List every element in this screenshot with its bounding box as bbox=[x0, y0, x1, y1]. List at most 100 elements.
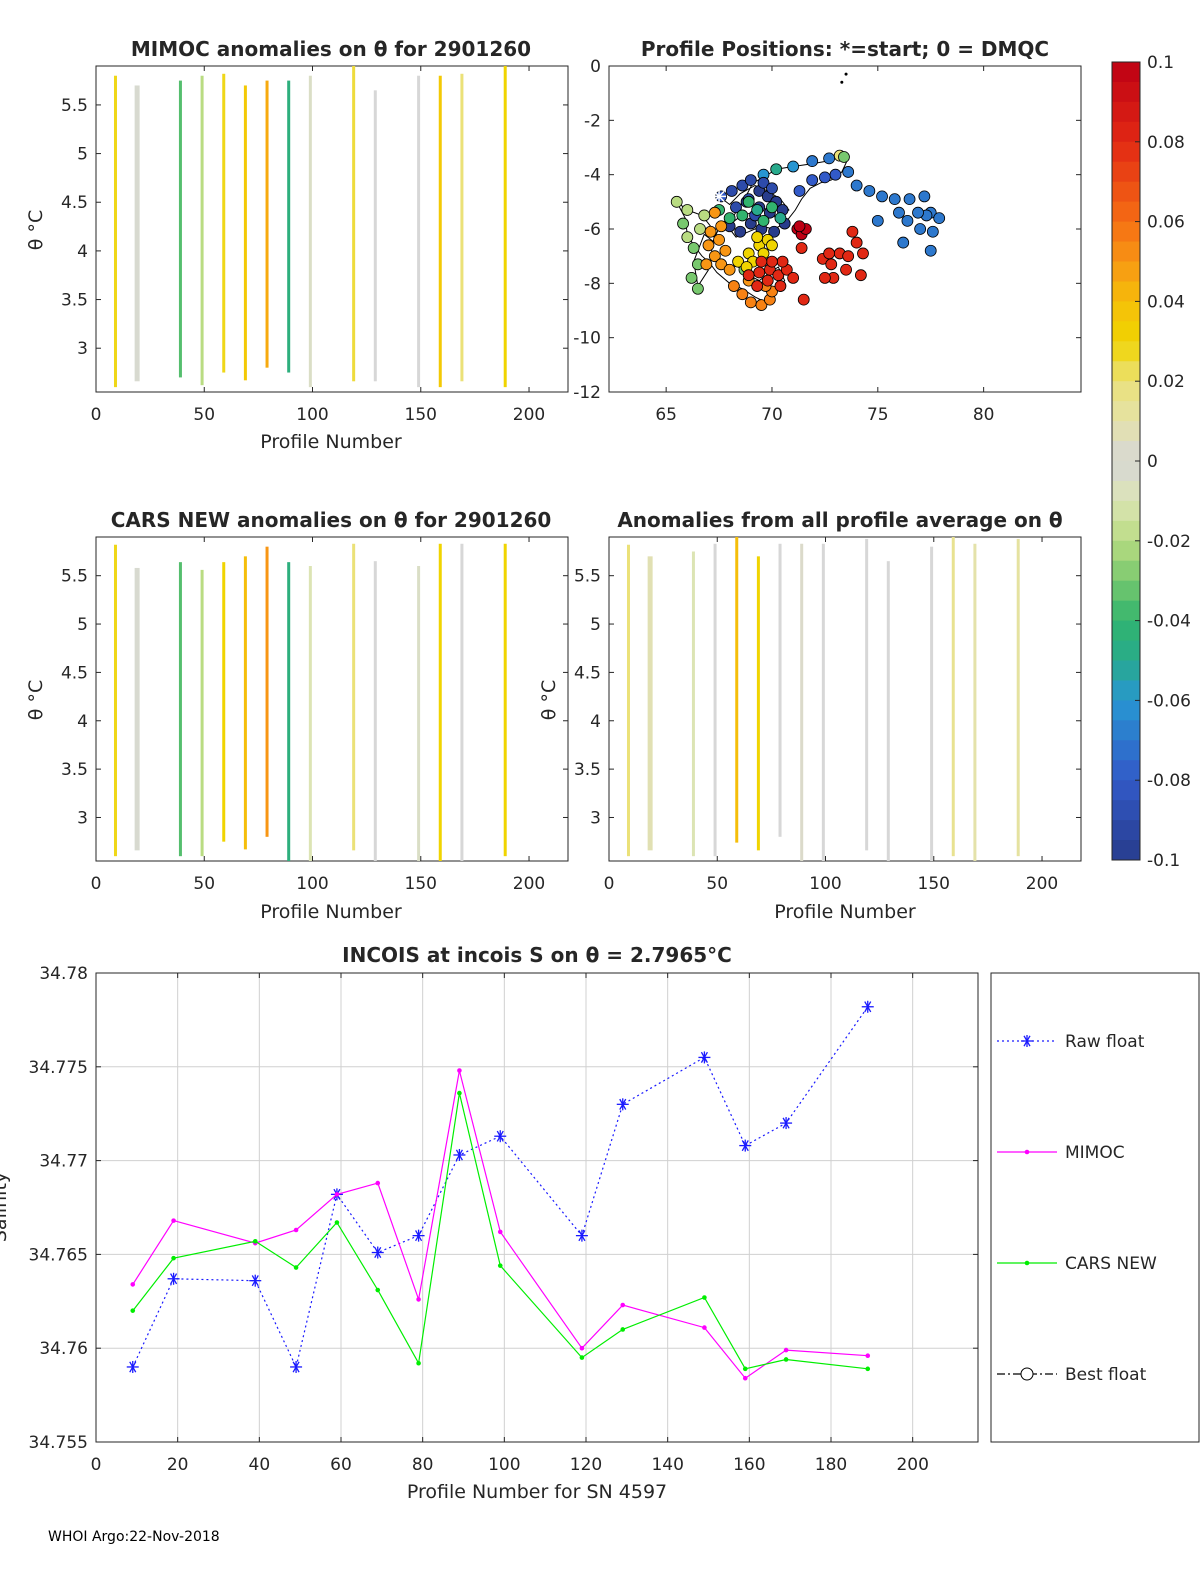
colorbar-segment bbox=[1112, 740, 1140, 761]
x-tick-label: 70 bbox=[761, 405, 783, 425]
incois-legend: Raw float MIMOC CARS NEW Best float bbox=[990, 972, 1200, 1443]
anomaly-column bbox=[243, 85, 247, 381]
panel-mimoc: 0 50 100 150 200 3 3.5 4 4.5 5 5.5 MIMOC anomalie… bbox=[25, 37, 569, 453]
profile-position-point bbox=[850, 179, 863, 192]
profile-position-point bbox=[914, 223, 927, 235]
mimoc-marker bbox=[171, 1218, 176, 1223]
legend-marker-mimoc bbox=[1024, 1149, 1030, 1155]
y-tick-label: 4.5 bbox=[574, 663, 601, 683]
y-tick-label: 34.755 bbox=[29, 1433, 88, 1453]
profile-position-point bbox=[725, 185, 738, 197]
incois-series bbox=[126, 1000, 874, 1381]
profile-position-point bbox=[766, 239, 778, 252]
profile-position-point bbox=[723, 212, 736, 225]
profile-position-point bbox=[787, 160, 800, 173]
colorbar-segment bbox=[1112, 840, 1140, 861]
x-tick-label: 100 bbox=[809, 874, 841, 894]
anomaly-column bbox=[373, 561, 377, 861]
y-tick-label: 5.5 bbox=[61, 567, 88, 587]
profile-position-point bbox=[742, 269, 755, 282]
profile-position-point bbox=[694, 223, 706, 235]
profile-position-point bbox=[702, 239, 715, 252]
profile-position-point bbox=[708, 206, 721, 219]
profile-position-point bbox=[704, 225, 717, 238]
colorbar-segment bbox=[1112, 161, 1140, 183]
legend-label-mimoc: MIMOC bbox=[1065, 1143, 1125, 1163]
profile-position-point bbox=[842, 166, 855, 178]
anomaly-column bbox=[200, 569, 204, 857]
x-tick-label: 65 bbox=[655, 405, 677, 425]
profile-position-point bbox=[857, 247, 869, 260]
colorbar-segment bbox=[1112, 760, 1140, 781]
colorbar-segment bbox=[1112, 640, 1140, 661]
cars-x-ticks: 0 50 100 150 200 bbox=[91, 537, 545, 894]
cars-plot-area bbox=[95, 536, 569, 862]
anomaly-column bbox=[735, 537, 739, 843]
anomaly-column bbox=[460, 73, 464, 382]
y-tick-label: 3 bbox=[77, 808, 88, 828]
profile-position-point bbox=[797, 293, 810, 306]
profile-position-point bbox=[846, 225, 859, 238]
cars-new-marker bbox=[171, 1255, 176, 1261]
positions-points bbox=[670, 72, 946, 311]
y-tick-label: 4.5 bbox=[61, 663, 88, 683]
profile-position-point bbox=[757, 176, 770, 189]
colorbar-segment bbox=[1112, 720, 1140, 741]
x-tick-label: 200 bbox=[513, 405, 545, 425]
start-marker bbox=[713, 190, 725, 202]
profile-position-point bbox=[766, 255, 778, 268]
cars-new-marker bbox=[130, 1308, 136, 1313]
x-tick-label: 0 bbox=[91, 405, 102, 425]
mimoc-marker bbox=[293, 1227, 299, 1233]
anomaly-column bbox=[178, 80, 182, 378]
colorbar-segment bbox=[1112, 660, 1140, 681]
x-tick-label: 20 bbox=[167, 1455, 189, 1475]
colorbar-segment bbox=[1112, 181, 1140, 203]
x-tick-label: 120 bbox=[570, 1455, 602, 1475]
anomaly-column bbox=[691, 551, 695, 857]
profile-position-point bbox=[926, 225, 939, 238]
y-tick-label: 0 bbox=[590, 57, 601, 77]
colorbar-segment bbox=[1112, 680, 1140, 701]
anomaly-column bbox=[287, 562, 291, 861]
anomaly-column bbox=[178, 562, 182, 857]
y-tick-label: 34.77 bbox=[39, 1152, 88, 1172]
profile-position-point bbox=[715, 220, 728, 233]
profile-position-point bbox=[700, 258, 713, 271]
x-tick-label: 140 bbox=[651, 1455, 683, 1475]
profile-position-point bbox=[730, 201, 742, 214]
colorbar-segment bbox=[1112, 62, 1140, 83]
profile-position-point bbox=[876, 190, 888, 203]
mimoc-ylabel: θ °C bbox=[25, 210, 47, 250]
anomaly-column bbox=[243, 556, 247, 850]
legend-box bbox=[990, 972, 1200, 1443]
anomaly-column bbox=[438, 543, 442, 861]
anomaly-column bbox=[886, 561, 890, 861]
profile-position-point bbox=[818, 271, 831, 284]
anomaly-column bbox=[113, 544, 117, 857]
colorbar-segment bbox=[1112, 820, 1140, 841]
positions-y-ticks: 0 -2 -4 -6 -8 -10 -12 bbox=[573, 57, 1081, 403]
profile-position-point bbox=[753, 266, 766, 279]
y-tick-label: -4 bbox=[584, 166, 601, 186]
x-tick-label: 200 bbox=[1026, 874, 1058, 894]
anomaly-column bbox=[1016, 538, 1020, 857]
colorbar-tick-label: -0.1 bbox=[1147, 851, 1180, 871]
profile-position-point bbox=[698, 209, 711, 222]
profile-position-point bbox=[933, 212, 946, 225]
x-tick-label: 0 bbox=[91, 1455, 102, 1475]
anomaly-column bbox=[973, 543, 977, 861]
mimoc-marker bbox=[130, 1282, 136, 1287]
colorbar-segment bbox=[1112, 600, 1140, 622]
x-tick-label: 50 bbox=[706, 874, 728, 894]
profile-position-point bbox=[691, 282, 704, 295]
anomaly-column bbox=[756, 556, 760, 851]
panel-positions: 65 70 75 80 0 -2 -4 -6 -8 -10 -12 Profile Positio… bbox=[573, 37, 1082, 425]
incois-title: INCOIS at incois S on θ = 2.7965°C bbox=[342, 943, 732, 967]
anomaly-column bbox=[134, 85, 140, 382]
profile-position-point bbox=[736, 179, 749, 192]
profile-position-point bbox=[751, 280, 764, 292]
x-tick-label: 100 bbox=[296, 405, 328, 425]
profile-position-point bbox=[736, 209, 749, 222]
mimoc-marker bbox=[702, 1325, 707, 1330]
